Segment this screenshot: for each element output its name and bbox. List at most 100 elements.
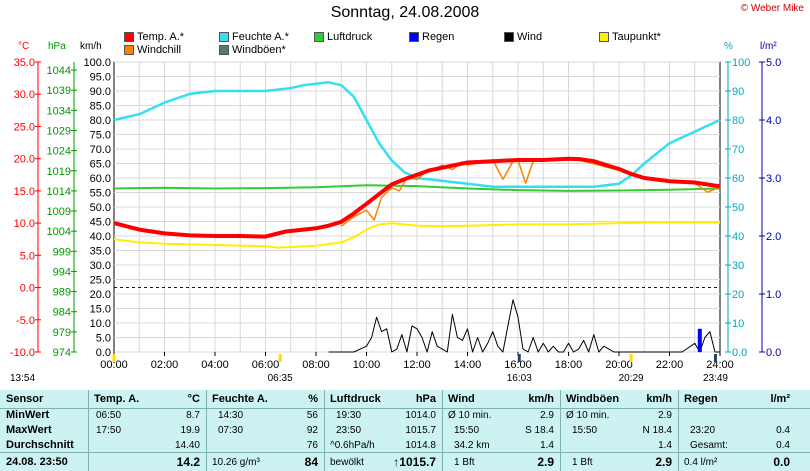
wind-tick-label: 60.0 bbox=[90, 173, 111, 185]
time-marker bbox=[112, 354, 116, 362]
wind-tick-label: 100.0 bbox=[83, 57, 111, 69]
table-divider bbox=[560, 390, 561, 471]
wind-distance: 34.2 km bbox=[454, 440, 490, 451]
pressure-tick-label: 1019 bbox=[47, 166, 71, 178]
header-humidity: Feuchte A. bbox=[212, 393, 268, 405]
humidity-tick-label: 20 bbox=[732, 289, 744, 301]
legend-windchill: Windchill bbox=[124, 44, 181, 56]
rain-max-time: 23:20 bbox=[690, 425, 716, 436]
humidity-tick-label: 50 bbox=[732, 202, 744, 214]
pressure-min-value: 1014.0 bbox=[405, 410, 436, 421]
legend-wind: Wind bbox=[504, 31, 542, 43]
rain-total-label: Gesamt: bbox=[690, 440, 728, 451]
gusts-max-value: N 18.4 bbox=[642, 425, 672, 436]
temp-tick-label: 35.0 bbox=[14, 57, 35, 69]
header-temp-unit: °C bbox=[187, 393, 200, 405]
pressure-tick-label: 1004 bbox=[47, 226, 71, 238]
temp-tick-label: 25.0 bbox=[14, 121, 35, 133]
pressure-current-value: ↑1015.7 bbox=[393, 455, 436, 469]
wind-tick-label: 20.0 bbox=[90, 289, 111, 301]
temp-tick-label: 15.0 bbox=[14, 186, 35, 198]
table-divider bbox=[678, 390, 679, 471]
wind-tick-label: 35.0 bbox=[90, 246, 111, 258]
pressure-min-time: 19:30 bbox=[336, 410, 362, 421]
rain-today: 0.4 l/m² bbox=[684, 457, 718, 468]
series-line-feuchte-a bbox=[113, 81, 721, 188]
pressure-tick-label: 1024 bbox=[47, 146, 71, 158]
temp-max-time: 17:50 bbox=[96, 425, 122, 436]
gusts-beaufort: 1 Bft bbox=[572, 457, 593, 468]
table-divider bbox=[0, 408, 810, 409]
grid bbox=[113, 61, 721, 353]
x-tick-label: 12:00 bbox=[403, 359, 431, 371]
time-marker bbox=[517, 354, 521, 362]
gusts-day-avg: 1.4 bbox=[658, 440, 672, 451]
series-bar-regen bbox=[697, 328, 702, 352]
x-tick-label: 02:00 bbox=[151, 359, 179, 371]
wind-avg-value: 2.9 bbox=[540, 410, 554, 421]
time-marker-label: 23:49 bbox=[703, 373, 728, 384]
x-tick-label: 24:00 bbox=[706, 359, 734, 371]
legend-label-pressure: Luftdruck bbox=[327, 31, 373, 43]
temp-tick-label: 30.0 bbox=[14, 89, 35, 101]
humidity-tick-label: 100 bbox=[732, 57, 750, 69]
temp-tick-label: 0.0 bbox=[20, 283, 35, 295]
rain-tick-label: 5.0 bbox=[766, 57, 781, 69]
temp-tick-label: 5.0 bbox=[20, 250, 35, 262]
wind-tick-label: 55.0 bbox=[90, 188, 111, 200]
wind-tick-label: 30.0 bbox=[90, 260, 111, 272]
rain-axis-unit: l/m² bbox=[760, 41, 777, 52]
header-pressure: Luftdruck bbox=[330, 393, 381, 405]
table-divider bbox=[0, 452, 810, 453]
rain-total-value: 0.4 bbox=[776, 440, 790, 451]
table-divider bbox=[206, 390, 207, 471]
pressure-tick-label: 1014 bbox=[47, 186, 71, 198]
wind-max-value: S 18.4 bbox=[525, 425, 554, 436]
legend-swatch-temp bbox=[124, 32, 134, 42]
header-gusts: Windböen bbox=[566, 393, 620, 405]
table-divider bbox=[324, 390, 325, 471]
wind-tick-label: 25.0 bbox=[90, 275, 111, 287]
series-line-luftdruck bbox=[113, 184, 721, 192]
x-tick-label: 06:00 bbox=[252, 359, 280, 371]
humidity-tick-label: 0.0 bbox=[732, 347, 747, 359]
rain-current-value: 0.0 bbox=[773, 455, 790, 469]
pressure-tick-label: 994 bbox=[53, 266, 71, 278]
wind-tick-label: 40.0 bbox=[90, 231, 111, 243]
pressure-tick-label: 1009 bbox=[47, 206, 71, 218]
humidity-max-value: 92 bbox=[306, 425, 318, 436]
humidity-min-time: 14:30 bbox=[218, 410, 244, 421]
row-label-current: 24.08. 23:50 bbox=[6, 456, 68, 468]
x-tick-label: 08:00 bbox=[302, 359, 330, 371]
header-sensor: Sensor bbox=[6, 393, 44, 405]
header-pressure-unit: hPa bbox=[415, 393, 436, 405]
time-marker-label: 16:03 bbox=[507, 373, 532, 384]
rain-tick-label: 1.0 bbox=[766, 289, 781, 301]
table-divider bbox=[442, 390, 443, 471]
legend-humidity: Feuchte A.* bbox=[219, 31, 289, 43]
wind-tick-label: 90.0 bbox=[90, 86, 111, 98]
legend-swatch-wind bbox=[504, 32, 514, 42]
pressure-forecast: bewölkt bbox=[330, 457, 364, 468]
wind-tick-label: 5.0 bbox=[96, 333, 111, 345]
header-gusts-unit: km/h bbox=[646, 393, 672, 405]
temp-tick-label: 10.0 bbox=[14, 218, 35, 230]
x-tick-label: 20:00 bbox=[605, 359, 633, 371]
rain-tick-label: 4.0 bbox=[766, 115, 781, 127]
legend-label-temp: Temp. A.* bbox=[137, 31, 185, 43]
x-tick-label: 04:00 bbox=[201, 359, 229, 371]
marker-layer: 13:54 06:35 16:03 20:29 23:49 bbox=[10, 354, 728, 384]
stats-table: Sensor MinWert MaxWert Durchschnitt 24.0… bbox=[0, 390, 810, 471]
temp-avg-value: 14.40 bbox=[174, 440, 200, 451]
wind-tick-label: 95.0 bbox=[90, 72, 111, 84]
wind-tick-label: 85.0 bbox=[90, 101, 111, 113]
time-marker bbox=[713, 354, 717, 362]
header-rain: Regen bbox=[684, 393, 718, 405]
humidity-tick-label: 80 bbox=[732, 115, 744, 127]
legend-gusts: Windböen* bbox=[219, 44, 286, 56]
temp-current-value: 14.2 bbox=[176, 455, 200, 469]
wind-tick-label: 75.0 bbox=[90, 130, 111, 142]
legend-swatch-dewpoint bbox=[599, 32, 609, 42]
wind-current-value: 2.9 bbox=[537, 455, 554, 469]
temp-min-time: 06:50 bbox=[96, 410, 122, 421]
